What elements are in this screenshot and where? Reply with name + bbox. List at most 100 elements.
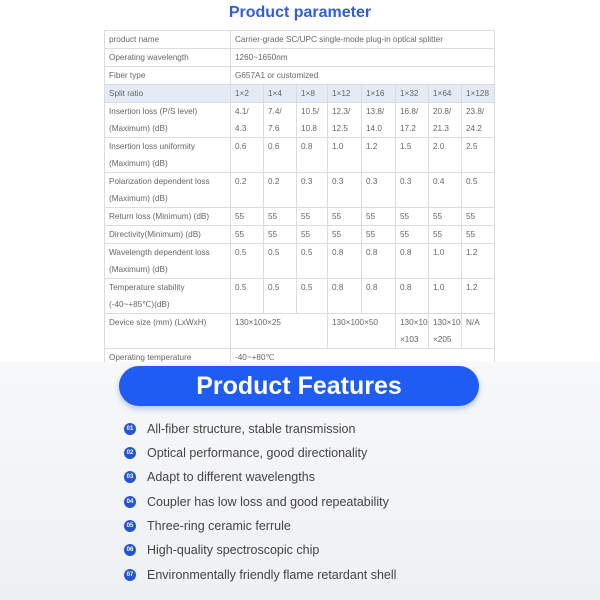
table-cell: 55 xyxy=(361,225,396,244)
number-badge-icon: 07 xyxy=(124,569,136,581)
row-label: (Maximum) (dB) xyxy=(104,190,231,208)
table-cell: 130×100×25 xyxy=(230,313,328,331)
number-badge-icon: 02 xyxy=(124,447,136,459)
uniformity-row: Insertion loss uniformity 0.6 0.6 0.8 1.0 1.2… xyxy=(104,137,496,155)
row-label: Directivity(Minimum) (dB) xyxy=(104,225,231,244)
table-cell: 12.3/ xyxy=(327,102,362,120)
wavelength-row: Operating wavelength 1260~1650nm xyxy=(104,48,496,67)
table-cell xyxy=(327,261,362,279)
table-cell xyxy=(361,155,396,173)
table-cell: 55 xyxy=(460,225,496,244)
split-header: 1×64 xyxy=(428,84,462,103)
row-label: Split ratio xyxy=(104,84,231,103)
split-header: 1×32 xyxy=(395,84,429,103)
feature-text: Adapt to different wavelengths xyxy=(147,470,315,484)
table-cell xyxy=(460,261,496,279)
table-cell: 2.5 xyxy=(460,137,496,155)
table-cell: 55 xyxy=(263,225,297,244)
table-cell: 55 xyxy=(428,225,462,244)
return_loss-row: Return loss (Minimum) (dB) 55 55 55 55 55 55 55… xyxy=(104,207,496,226)
feature-item: 07 Environmentally friendly flame retarda… xyxy=(124,568,396,582)
table-cell: 1.2 xyxy=(460,243,496,261)
table-cell: 0.8 xyxy=(395,243,429,261)
table-cell: 0.5 xyxy=(230,243,264,261)
table-cell xyxy=(395,190,429,208)
table-cell: 0.6 xyxy=(263,137,297,155)
parameter-section: Product parameter product name Carrier-gr… xyxy=(104,4,496,367)
table-cell xyxy=(428,155,462,173)
row-label: (Maximum) (dB) xyxy=(104,120,231,138)
feature-text: Three-ring ceramic ferrule xyxy=(147,519,291,533)
table-cell: 55 xyxy=(263,207,297,226)
feature-text: High-quality spectroscopic chip xyxy=(147,543,320,557)
table-cell xyxy=(361,190,396,208)
insertion-row-2: (Maximum) (dB) 4.3 7.6 10.8 12.5 14.0 17.2 21.3… xyxy=(104,120,496,138)
table-cell: 0.2 xyxy=(263,172,297,190)
table-cell: 1.0 xyxy=(428,278,462,296)
table-cell: 7.6 xyxy=(263,120,297,138)
table-cell xyxy=(460,296,496,314)
table-cell: 55 xyxy=(296,225,328,244)
split-header: 1×12 xyxy=(327,84,362,103)
table-cell: 13.8/ xyxy=(361,102,396,120)
feature-item: 03 Adapt to different wavelengths xyxy=(124,470,315,484)
table-cell xyxy=(296,261,328,279)
row-value: 1260~1650nm xyxy=(229,48,496,67)
feature-text: Optical performance, good directionality xyxy=(147,446,368,460)
wdl-row-2: (Maximum) (dB) xyxy=(104,261,496,279)
table-cell: 0.4 xyxy=(428,172,462,190)
table-cell: 1.2 xyxy=(460,278,496,296)
row-label: (Maximum) (dB) xyxy=(104,261,231,279)
table-cell xyxy=(428,296,462,314)
row-value: Carrier-grade SC/UPC single-mode plug-in… xyxy=(229,30,496,49)
table-cell: 0.5 xyxy=(263,243,297,261)
row-label: Insertion loss uniformity xyxy=(104,137,231,155)
split-ratio-row: Split ratio 1×2 1×4 1×8 1×12 1×16 1×32 1×64 1×12… xyxy=(104,84,496,103)
table-cell xyxy=(395,296,429,314)
number-badge-icon: 06 xyxy=(124,544,136,556)
split-header: 1×128 xyxy=(460,84,496,103)
table-cell xyxy=(263,261,297,279)
uniformity-row-2: (Maximum) (dB) xyxy=(104,155,496,173)
pdl-row: Polarization dependent loss 0.2 0.2 0.3 0.3 0… xyxy=(104,172,496,190)
row-value: G657A1 or customized xyxy=(229,66,496,85)
table-cell: 0.5 xyxy=(296,278,328,296)
table-cell: 1.0 xyxy=(327,137,362,155)
row-label: Wavelength dependent loss xyxy=(104,243,231,261)
device-size-row: Device size (mm) (LxWxH) 130×100×25 130×10… xyxy=(104,313,496,331)
feature-item: 05 Three-ring ceramic ferrule xyxy=(124,519,291,533)
table-cell: 17.2 xyxy=(395,120,429,138)
table-cell: 0.3 xyxy=(296,172,328,190)
table-cell xyxy=(263,296,297,314)
row-label: Device size (mm) (LxWxH) xyxy=(104,313,231,331)
table-cell: 14.0 xyxy=(361,120,396,138)
device-size-row-2: ×103 ×205 xyxy=(104,331,496,349)
split-header: 1×16 xyxy=(361,84,396,103)
table-cell: 0.5 xyxy=(296,243,328,261)
table-cell xyxy=(230,261,264,279)
fiber-row: Fiber type G657A1 or customized xyxy=(104,66,496,85)
table-cell xyxy=(460,331,496,349)
table-cell: 21.3 xyxy=(428,120,462,138)
table-cell xyxy=(230,331,328,349)
feature-text: All-fiber structure, stable transmission xyxy=(147,422,356,436)
pdl-row-2: (Maximum) (dB) xyxy=(104,190,496,208)
table-cell xyxy=(327,190,362,208)
split-header: 1×8 xyxy=(296,84,328,103)
table-cell: 7.4/ xyxy=(263,102,297,120)
table-cell: 1.5 xyxy=(395,137,429,155)
table-cell: 130×100×50 xyxy=(327,313,396,331)
table-cell xyxy=(230,190,264,208)
parameter-table: product name Carrier-grade SC/UPC single-… xyxy=(104,30,496,367)
table-cell xyxy=(230,296,264,314)
row-label: Temperature stability xyxy=(104,278,231,296)
table-cell xyxy=(428,190,462,208)
table-cell: 20.8/ xyxy=(428,102,462,120)
table-cell xyxy=(361,296,396,314)
table-cell: 2.0 xyxy=(428,137,462,155)
table-cell: 0.5 xyxy=(263,278,297,296)
table-cell xyxy=(361,261,396,279)
row-label: Fiber type xyxy=(104,66,231,85)
table-cell: 0.8 xyxy=(296,137,328,155)
table-cell xyxy=(104,331,231,349)
